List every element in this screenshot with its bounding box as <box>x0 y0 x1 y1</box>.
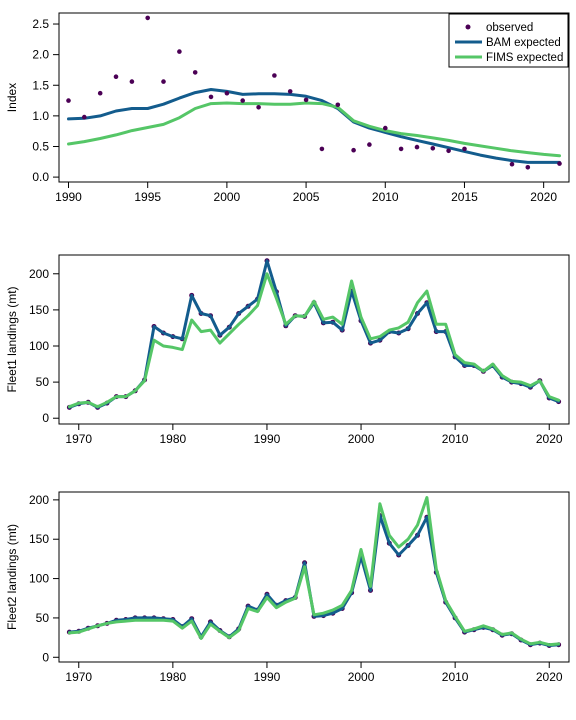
observed-point <box>192 70 198 75</box>
observed-point <box>367 142 372 147</box>
x-tick-label: 2005 <box>293 190 320 204</box>
observed-point <box>224 90 230 96</box>
fims-expected-line <box>67 272 561 409</box>
x-tick-label: 1990 <box>55 190 82 204</box>
y-tick-label: 2.5 <box>32 17 49 31</box>
y-tick-label: 50 <box>36 611 50 625</box>
observed-point <box>319 146 325 152</box>
y-tick-label: 100 <box>29 339 49 353</box>
observed-point <box>351 147 356 153</box>
x-tick-label: 1980 <box>160 670 187 684</box>
y-tick-label: 0.0 <box>32 170 49 184</box>
bam-expected-line <box>67 88 561 164</box>
legend-label: BAM expected <box>486 37 561 49</box>
observed-point <box>177 49 182 54</box>
observed-point <box>161 79 166 84</box>
observed-point <box>66 98 71 103</box>
x-tick-label: 2010 <box>372 190 399 204</box>
fleet1-landings-panel: 1970 1980 1990 2000 2010 2020 0 50 100 150 200 Flee… <box>5 254 570 446</box>
x-tick-label: 2010 <box>442 670 469 684</box>
y-tick-label: 100 <box>29 572 49 586</box>
observed-point <box>129 79 135 84</box>
observed-point <box>414 144 420 150</box>
x-tick-label: 1970 <box>65 670 92 684</box>
x-tick-label: 1970 <box>65 432 92 446</box>
observed-point <box>462 146 467 152</box>
y-axis-label: Fleet2 landings (mt) <box>5 524 19 630</box>
plot-frame <box>58 12 570 183</box>
observed-point <box>430 146 436 151</box>
y-tick-label: 0.5 <box>32 139 49 153</box>
plot-frame <box>58 491 570 663</box>
x-tick-label: 2020 <box>536 432 563 446</box>
observed-point <box>272 73 277 78</box>
fims-expected-line <box>67 101 561 158</box>
y-tick-label: 1.5 <box>32 78 49 92</box>
y-tick-label: 150 <box>29 303 49 317</box>
observed-point <box>287 89 293 94</box>
y-tick-label: 200 <box>29 267 49 281</box>
y-tick-label: 50 <box>36 375 50 389</box>
observed-point <box>335 102 341 108</box>
y-tick-label: 200 <box>29 493 49 507</box>
observed-point <box>82 114 87 120</box>
x-tick-label: 2000 <box>348 432 375 446</box>
observed-point <box>240 98 245 103</box>
plot-frame <box>58 254 570 425</box>
observed-point <box>525 165 531 170</box>
x-tick-label: 2020 <box>530 190 557 204</box>
observed-point <box>557 161 562 166</box>
x-tick-label: 1990 <box>254 670 281 684</box>
observed-point <box>398 146 404 152</box>
y-tick-label: 1.0 <box>32 109 49 123</box>
y-axis-label: Index <box>5 83 19 112</box>
index-panel: 1990 1995 2000 2005 2010 2015 2020 0.0 0.5 1.0 1.5… <box>5 12 570 204</box>
legend-label: observed <box>486 22 533 34</box>
observed-point <box>509 161 515 167</box>
x-tick-label: 2010 <box>442 432 469 446</box>
y-tick-label: 150 <box>29 532 49 546</box>
observed-point <box>303 97 309 103</box>
x-tick-label: 1980 <box>160 432 187 446</box>
x-tick-label: 2020 <box>536 670 563 684</box>
observed-point <box>256 105 261 110</box>
legend: observed BAM expected FIMS expected <box>448 13 569 68</box>
observed-point <box>383 125 388 131</box>
fleet2-landings-panel: 1970 1980 1990 2000 2010 2020 0 50 100 150 200 Flee… <box>5 491 570 684</box>
y-tick-label: 0 <box>42 650 49 664</box>
x-tick-label: 1990 <box>254 432 281 446</box>
x-tick-label: 2000 <box>348 670 375 684</box>
observed-point <box>145 15 150 21</box>
fims-expected-line <box>67 496 561 647</box>
x-tick-label: 2015 <box>451 190 478 204</box>
y-tick-label: 0 <box>42 411 49 425</box>
bam-expected-line <box>67 259 561 409</box>
x-tick-label: 1995 <box>134 190 161 204</box>
legend-label: FIMS expected <box>486 52 563 64</box>
legend-observed-marker <box>465 24 471 30</box>
observed-point <box>446 148 451 154</box>
observed-point <box>113 74 119 79</box>
x-tick-label: 2000 <box>214 190 241 204</box>
y-tick-label: 2.0 <box>32 48 49 62</box>
y-axis-label: Fleet1 landings (mt) <box>5 286 19 392</box>
observed-point <box>208 94 214 100</box>
observed-point <box>97 90 103 96</box>
